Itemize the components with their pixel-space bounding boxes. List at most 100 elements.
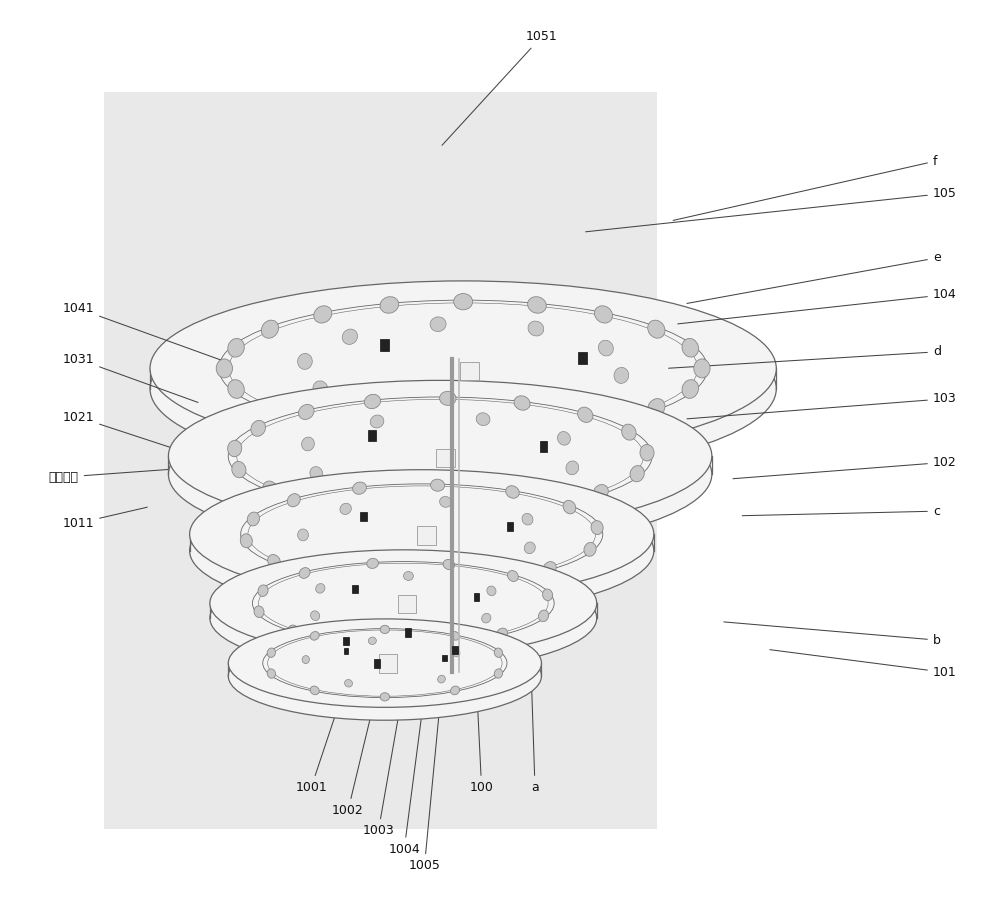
Ellipse shape (506, 485, 519, 498)
Ellipse shape (228, 338, 244, 357)
Ellipse shape (298, 354, 312, 369)
Ellipse shape (539, 610, 549, 622)
Text: d: d (669, 345, 941, 368)
Text: c: c (742, 505, 940, 518)
Ellipse shape (430, 317, 446, 332)
Ellipse shape (594, 414, 613, 431)
Ellipse shape (543, 562, 556, 575)
Bar (104, 92, 657, 829)
Bar (380, 339, 389, 351)
Ellipse shape (487, 586, 496, 596)
Ellipse shape (640, 445, 654, 460)
Bar (368, 430, 376, 441)
Ellipse shape (522, 513, 533, 525)
Ellipse shape (445, 561, 457, 572)
Ellipse shape (569, 392, 584, 408)
Bar (405, 628, 411, 636)
Ellipse shape (302, 656, 309, 663)
Text: 105: 105 (586, 187, 957, 232)
Ellipse shape (247, 512, 259, 526)
Text: 1005: 1005 (409, 542, 456, 872)
Ellipse shape (313, 381, 328, 397)
Ellipse shape (380, 297, 399, 313)
Ellipse shape (584, 542, 596, 556)
Bar (398, 595, 416, 613)
Ellipse shape (216, 359, 232, 378)
Ellipse shape (254, 606, 264, 618)
Ellipse shape (563, 500, 576, 514)
Text: f: f (673, 155, 937, 220)
Ellipse shape (263, 481, 278, 496)
Ellipse shape (232, 461, 246, 478)
Ellipse shape (258, 585, 268, 597)
Ellipse shape (310, 467, 323, 480)
Ellipse shape (287, 494, 300, 507)
Bar (452, 646, 458, 654)
Ellipse shape (454, 427, 473, 443)
Ellipse shape (630, 466, 644, 482)
Text: 1003: 1003 (363, 560, 426, 837)
Ellipse shape (440, 496, 451, 507)
Ellipse shape (345, 680, 352, 687)
Bar (460, 362, 479, 380)
Text: 103: 103 (687, 392, 957, 419)
Ellipse shape (364, 394, 381, 409)
Ellipse shape (386, 505, 403, 519)
Ellipse shape (598, 340, 613, 356)
Ellipse shape (648, 399, 665, 416)
Ellipse shape (428, 638, 440, 648)
Ellipse shape (528, 297, 546, 313)
Ellipse shape (310, 632, 319, 640)
Ellipse shape (380, 424, 399, 440)
Ellipse shape (404, 572, 413, 580)
Ellipse shape (268, 554, 280, 568)
Ellipse shape (324, 570, 338, 583)
Ellipse shape (390, 486, 404, 499)
Ellipse shape (190, 470, 654, 599)
Ellipse shape (383, 401, 398, 415)
Ellipse shape (353, 482, 366, 495)
Ellipse shape (344, 554, 356, 566)
Ellipse shape (443, 559, 455, 569)
Ellipse shape (210, 550, 597, 657)
Ellipse shape (558, 432, 570, 445)
Bar (344, 648, 348, 654)
Ellipse shape (352, 637, 363, 647)
Ellipse shape (240, 534, 252, 548)
Ellipse shape (578, 407, 593, 423)
Ellipse shape (682, 379, 699, 399)
Bar (442, 655, 447, 661)
Ellipse shape (528, 424, 546, 440)
Text: 104: 104 (678, 288, 957, 324)
Ellipse shape (298, 529, 308, 541)
Ellipse shape (302, 437, 314, 451)
Ellipse shape (494, 648, 503, 658)
Text: 1001: 1001 (295, 569, 384, 794)
Ellipse shape (150, 281, 776, 456)
Ellipse shape (694, 359, 710, 378)
Ellipse shape (314, 414, 332, 431)
Text: b: b (724, 622, 941, 647)
Ellipse shape (452, 649, 460, 657)
Ellipse shape (299, 404, 314, 419)
Ellipse shape (316, 584, 325, 593)
Ellipse shape (342, 329, 358, 344)
Text: 固定螺栖: 固定螺栖 (49, 465, 226, 484)
Ellipse shape (314, 306, 332, 323)
Ellipse shape (311, 611, 320, 621)
Ellipse shape (261, 321, 279, 338)
Ellipse shape (299, 567, 310, 578)
Text: a: a (528, 569, 539, 794)
Ellipse shape (168, 399, 712, 550)
Ellipse shape (480, 405, 496, 420)
Bar (417, 527, 436, 545)
Bar (474, 593, 479, 600)
Bar (540, 441, 547, 452)
Ellipse shape (494, 669, 503, 678)
Bar (436, 449, 455, 467)
Ellipse shape (368, 637, 376, 645)
Ellipse shape (399, 577, 413, 589)
Ellipse shape (528, 321, 544, 336)
Ellipse shape (310, 686, 319, 694)
Ellipse shape (228, 632, 541, 720)
